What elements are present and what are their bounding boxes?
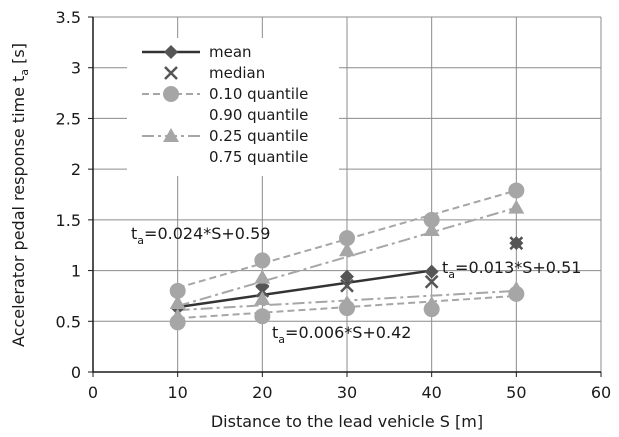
equation-0-base: t xyxy=(131,224,137,243)
y-tick-label-2: 2 xyxy=(71,160,81,179)
x-tick-label-10: 10 xyxy=(167,383,187,402)
equation-0-sub: a xyxy=(137,234,144,247)
point-median-50 xyxy=(509,236,524,251)
y-tick-label-1: 1 xyxy=(71,262,81,281)
legend: mean median 0.10 quantile 0.90 quantile 0.25… xyxy=(127,38,339,176)
legend-item-median-label: median xyxy=(209,64,265,82)
fit-line-0-75-quantile xyxy=(177,206,517,308)
point-mean-30 xyxy=(340,269,354,284)
legend-item-mean-label: mean xyxy=(209,43,252,61)
point-0-25-quantile-50 xyxy=(508,280,525,295)
point-0-75-quantile-20 xyxy=(254,269,271,284)
y-tick-label-0-5: 0.5 xyxy=(56,312,81,331)
point-0-90-quantile-20 xyxy=(254,252,271,269)
y-tick-label-2-5: 2.5 xyxy=(56,109,81,128)
point-0-25-quantile-20 xyxy=(254,290,271,305)
point-median-20 xyxy=(255,283,270,298)
legend-item-0-10-quantile-label: 0.10 quantile xyxy=(209,85,308,103)
equation-annotation-0-10-quantile: ta=0.006*S+0.42 xyxy=(272,323,411,346)
point-0-75-quantile-10 xyxy=(169,295,186,310)
point-0-90-quantile-40 xyxy=(423,211,440,228)
point-0-25-quantile-10 xyxy=(169,308,186,323)
equation-2-base: t xyxy=(272,323,278,342)
equation-1-base: t xyxy=(442,258,448,277)
y-tick-label-3: 3 xyxy=(71,59,81,78)
legend-item-median-marker xyxy=(164,66,178,80)
point-0-10-quantile-20 xyxy=(254,308,271,325)
point-0-25-quantile-30 xyxy=(339,295,355,310)
x-tick-label-20: 20 xyxy=(252,383,272,402)
y-tick-label-3-5: 3.5 xyxy=(56,8,81,27)
x-tick-label-60: 60 xyxy=(591,383,611,402)
x-tick-label-0: 0 xyxy=(88,383,98,402)
y-axis-title-sub: a xyxy=(18,69,31,76)
equation-1-rest: =0.013*S+0.51 xyxy=(455,258,581,277)
data-points xyxy=(169,182,525,331)
point-mean-40 xyxy=(424,264,439,279)
y-axis-title: Accelerator pedal response time ta [s] xyxy=(9,43,31,347)
equation-0-rest: =0.024*S+0.59 xyxy=(144,224,270,243)
y-axis-title-base: Accelerator pedal response time t xyxy=(9,76,28,347)
point-0-75-quantile-40 xyxy=(423,222,440,236)
equation-2-sub: a xyxy=(278,333,285,346)
equation-annotation-0-90-quantile: ta=0.024*S+0.59 xyxy=(131,224,270,247)
point-0-90-quantile-50 xyxy=(508,182,525,199)
y-tick-label-0: 0 xyxy=(71,363,81,382)
legend-item-0-90-quantile-label: 0.90 quantile xyxy=(209,106,308,124)
legend-item-mean-marker xyxy=(164,45,178,59)
point-median-40 xyxy=(424,274,439,289)
point-0-25-quantile-40 xyxy=(423,296,440,311)
legend-item-0-10-quantile-marker xyxy=(163,86,179,102)
fit-line-mean xyxy=(177,269,432,309)
point-0-75-quantile-30 xyxy=(339,242,355,257)
legend-item-0-25-quantile-label: 0.25 quantile xyxy=(209,127,308,145)
y-tick-label-1-5: 1.5 xyxy=(56,211,81,230)
x-tick-label-50: 50 xyxy=(506,383,526,402)
point-0-75-quantile-50 xyxy=(508,199,525,214)
point-0-90-quantile-30 xyxy=(339,230,355,247)
equation-annotation-mean: ta=0.013*S+0.51 xyxy=(442,258,581,281)
x-tick-label-40: 40 xyxy=(421,383,441,402)
equation-2-rest: =0.006*S+0.42 xyxy=(285,323,411,342)
legend-item-0-75-quantile-label: 0.75 quantile xyxy=(209,148,308,166)
x-tick-label-30: 30 xyxy=(337,383,357,402)
y-axis-title-unit: [s] xyxy=(9,43,28,69)
point-0-90-quantile-10 xyxy=(169,282,186,299)
x-tick-labels: 0 10 20 30 40 50 60 xyxy=(88,372,611,402)
legend-background xyxy=(127,38,339,176)
y-tick-labels: 0 0.5 1 1.5 2 2.5 3 3.5 xyxy=(56,8,93,382)
legend-item-0-25-quantile-marker xyxy=(163,128,179,142)
equation-1-sub: a xyxy=(448,268,455,281)
x-axis-title: Distance to the lead vehicle S [m] xyxy=(211,412,483,431)
point-median-30 xyxy=(340,278,354,293)
